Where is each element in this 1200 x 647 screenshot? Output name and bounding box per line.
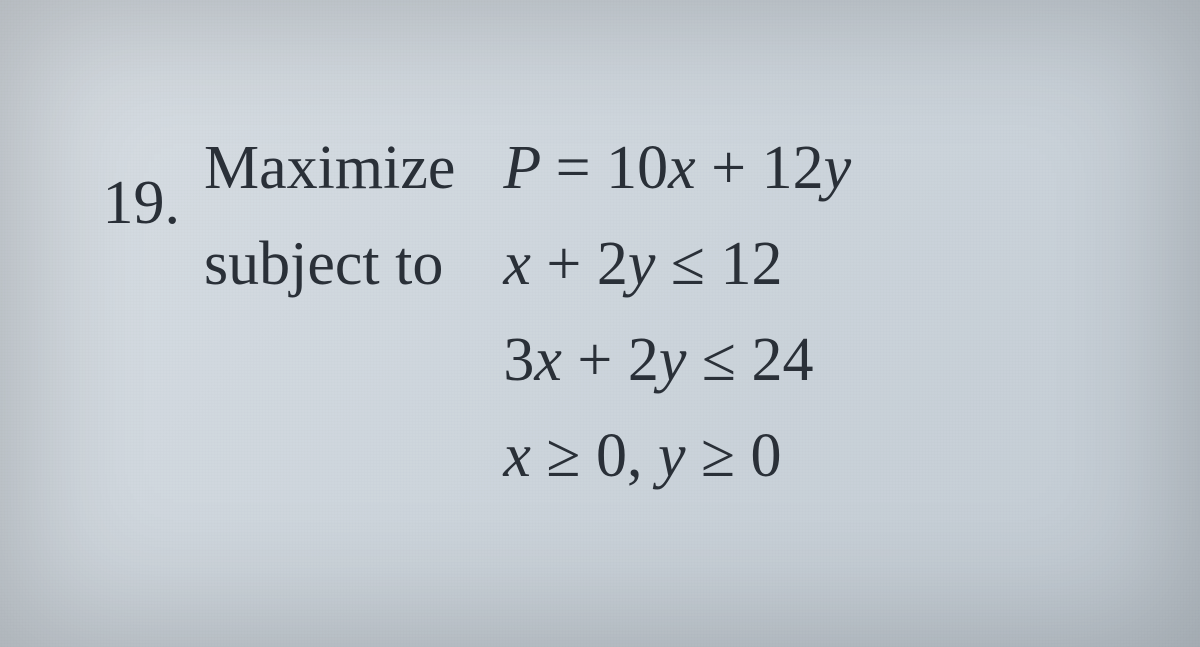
c2-op-r bbox=[612, 326, 628, 394]
exercise-page: 19. Maximize subject to P = 10x + 12y x … bbox=[0, 0, 1200, 647]
obj-v1: x bbox=[668, 134, 696, 202]
c1-v1: x bbox=[503, 230, 531, 298]
c1-op-r bbox=[581, 230, 597, 298]
math-column: P = 10x + 12y x + 2y ≤ 12 3x + 2 bbox=[503, 120, 851, 504]
problem-number: 19. bbox=[80, 120, 180, 240]
constraint-1: x + 2y ≤ 12 bbox=[503, 216, 851, 312]
obj-c2: 12 bbox=[762, 134, 824, 202]
obj-plus: + bbox=[711, 134, 746, 202]
c2-rel-r bbox=[736, 326, 752, 394]
c1-op: + bbox=[546, 230, 581, 298]
nn-z2: 0 bbox=[751, 422, 782, 490]
label-subject-to: subject to bbox=[204, 216, 455, 312]
nn-rel2-r bbox=[735, 422, 751, 490]
obj-v2: y bbox=[824, 134, 852, 202]
c2-v2: y bbox=[659, 326, 687, 394]
obj-plus-r bbox=[746, 134, 762, 202]
c2-coef1: 3 bbox=[503, 326, 534, 394]
obj-c1: 10 bbox=[606, 134, 668, 202]
constraint-2: 3x + 2y ≤ 24 bbox=[503, 312, 851, 408]
c1-rel: ≤ bbox=[671, 230, 705, 298]
nonnegativity: x ≥ 0, y ≥ 0 bbox=[503, 408, 851, 504]
nn-rel2: ≥ bbox=[701, 422, 735, 490]
c1-rel-r bbox=[705, 230, 721, 298]
nn-rel1-r bbox=[580, 422, 596, 490]
c1-coef2: 2 bbox=[597, 230, 628, 298]
obj-equals-sym: = bbox=[556, 134, 591, 202]
nn-rel1: ≥ bbox=[546, 422, 580, 490]
problem-19: 19. Maximize subject to P = 10x + 12y x … bbox=[80, 120, 1160, 504]
c1-rhs: 12 bbox=[720, 230, 782, 298]
c2-op: + bbox=[577, 326, 612, 394]
obj-lhs-var: P bbox=[503, 134, 540, 202]
c2-v1: x bbox=[534, 326, 562, 394]
nn-comma: , bbox=[627, 422, 658, 490]
nn-v1: x bbox=[503, 422, 531, 490]
c2-rel: ≤ bbox=[702, 326, 736, 394]
obj-sp1 bbox=[591, 134, 607, 202]
nn-v2: y bbox=[658, 422, 686, 490]
c2-coef2: 2 bbox=[628, 326, 659, 394]
nn-z1: 0 bbox=[596, 422, 627, 490]
problem-body: Maximize subject to P = 10x + 12y x + 2y… bbox=[204, 120, 851, 504]
objective-function: P = 10x + 12y bbox=[503, 120, 851, 216]
label-column: Maximize subject to bbox=[204, 120, 455, 504]
c1-v2: y bbox=[628, 230, 656, 298]
c2-rhs: 24 bbox=[751, 326, 813, 394]
label-maximize: Maximize bbox=[204, 120, 455, 216]
